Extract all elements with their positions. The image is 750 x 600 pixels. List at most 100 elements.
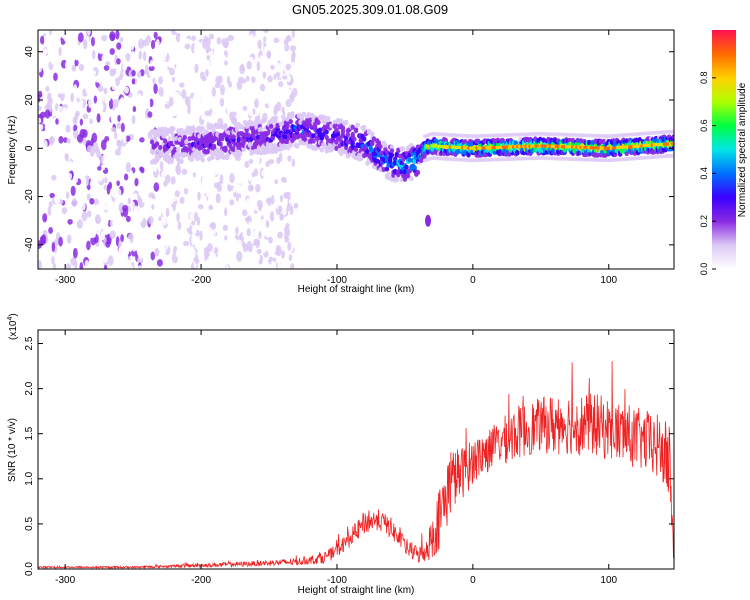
spectrogram-cell — [182, 240, 190, 247]
spectrogram-cell — [273, 169, 279, 180]
spectrogram-cell — [95, 158, 100, 167]
spectrogram-cell — [213, 60, 219, 66]
spectrogram-cell — [103, 217, 109, 227]
spectrogram-cell — [79, 49, 86, 60]
spectrogram-cell — [262, 243, 266, 254]
spectrogram-cell — [161, 265, 168, 269]
spectrogram-cell — [98, 127, 105, 138]
spectrogram-cell — [125, 215, 131, 223]
spectrogram-ridge-cell — [383, 142, 388, 148]
spectrogram-cell — [225, 189, 230, 196]
spectrogram-cell — [100, 139, 107, 151]
spectrogram-ridge-cell — [309, 112, 315, 118]
spectrogram-cell — [97, 257, 103, 264]
spectrogram-cell — [210, 221, 216, 230]
spectrogram-cell — [152, 164, 158, 173]
spectrogram-ridge-cell — [172, 146, 178, 152]
spectrogram-ridge-cell — [344, 144, 349, 151]
spectrogram-cell — [95, 214, 101, 224]
spectrogram-cell — [41, 234, 47, 245]
spectrogram-cell — [43, 34, 51, 43]
spectrogram-cell — [260, 194, 266, 200]
spectrogram-cell — [109, 230, 116, 239]
spectrogram-cell — [98, 44, 105, 55]
spectrogram-cell — [265, 220, 270, 228]
spectrogram-cell — [275, 245, 282, 257]
spectrogram-cell — [143, 99, 148, 110]
spectrogram-ridge-cell — [340, 133, 346, 139]
spectrogram-cell — [189, 60, 193, 67]
spectrogram-cell — [89, 118, 93, 125]
spectrogram-cell — [79, 118, 83, 126]
spectrogram-cell — [167, 79, 172, 85]
spectrogram-cell — [217, 263, 222, 269]
colorbar-ticks: 0.0 0.2 0.4 0.6 0.8 — [699, 72, 716, 275]
spectrogram-cell — [60, 252, 65, 261]
spectrogram-cell — [101, 164, 106, 171]
spectrogram-cell — [86, 210, 92, 218]
spectrogram-cell — [48, 226, 54, 234]
spectrogram-cell — [189, 212, 194, 220]
spectrogram-cell — [106, 140, 111, 149]
spectrogram-cell — [117, 253, 121, 264]
spectrogram-cell — [278, 81, 284, 88]
spectrogram-cell — [51, 256, 55, 265]
spectrogram-cell — [158, 86, 164, 98]
spectrogram-cell — [116, 58, 121, 65]
spectrogram-cell — [224, 234, 228, 241]
spectrogram-cell — [193, 211, 199, 223]
spectrogram-cell — [254, 156, 261, 164]
spectrogram-cell — [290, 147, 294, 155]
spectrogram-ridge-cell — [200, 157, 205, 163]
spectrogram-y-tick-label: 20 — [24, 94, 35, 106]
spectrogram-cell — [47, 43, 52, 54]
snr-y-tick-label: 2.0 — [24, 381, 35, 395]
spectrogram-cell — [264, 87, 270, 96]
spectrogram-cell — [39, 185, 46, 192]
spectrogram-ridge-cell — [262, 117, 267, 123]
spectrogram-cell — [250, 262, 255, 269]
spectrogram-cell — [42, 229, 48, 236]
spectrogram-cell — [236, 80, 243, 91]
spectrogram-cell — [258, 231, 262, 239]
spectrogram-cell — [242, 189, 247, 196]
spectrogram-cell — [184, 43, 191, 50]
spectrogram-cell — [214, 30, 221, 38]
spectrogram-cell — [179, 69, 185, 80]
spectrogram-ridge-cell — [353, 146, 359, 153]
spectrogram-ridge-cell — [205, 149, 210, 155]
spectrogram-ridge-cell — [251, 130, 256, 136]
spectrogram-cell — [247, 172, 253, 182]
spectrogram-cell — [219, 174, 224, 185]
spectrogram-ridge-cell — [340, 125, 346, 131]
spectrogram-y-tick-label: -20 — [24, 189, 35, 204]
spectrogram-cell — [54, 103, 59, 111]
spectrogram-cell — [257, 39, 262, 50]
spectrogram-ridge-cell — [319, 147, 324, 153]
spectrogram-cell — [86, 193, 91, 201]
spectrogram-cell — [123, 133, 127, 144]
spectrogram-halo-cell — [670, 129, 674, 134]
spectrogram-ridge-cell — [239, 124, 245, 130]
spectrogram-cell — [65, 191, 70, 200]
spectrogram-ridge-cell — [259, 130, 264, 137]
spectrogram-cell — [241, 99, 248, 105]
spectrogram-cell — [140, 167, 145, 174]
spectrogram-cell — [233, 260, 240, 266]
spectrogram-cell — [47, 205, 52, 216]
spectrogram-cell — [39, 211, 43, 219]
spectrogram-ridge-cell — [339, 118, 344, 124]
colorbar-label: Normalized spectral amplitude — [737, 82, 748, 217]
spectrogram-cell — [186, 200, 191, 212]
spectrogram-cell — [54, 32, 59, 43]
spectrogram-cell — [105, 61, 111, 67]
spectrogram-cell — [165, 207, 170, 218]
spectrogram-halo-cell — [670, 153, 674, 158]
spectrogram-cell — [168, 191, 172, 203]
spectrogram-cell — [70, 237, 77, 248]
spectrogram-cell — [291, 30, 296, 39]
spectrogram-cell — [179, 187, 185, 196]
spectrogram-cell — [256, 248, 262, 254]
spectrogram-cell — [38, 105, 42, 112]
spectrogram-cell — [274, 178, 279, 185]
